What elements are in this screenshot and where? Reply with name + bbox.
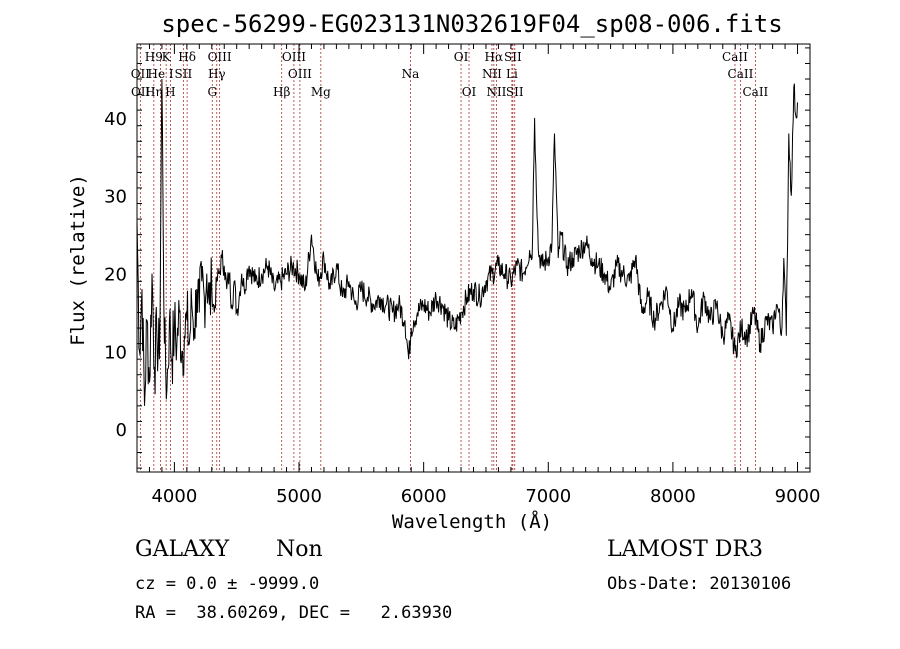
x-axis: 4000 5000 6000 7000 8000 9000 <box>136 44 821 507</box>
line-label: Li <box>506 67 518 81</box>
line-label: OII <box>131 67 151 81</box>
redshift-cz: cz = 0.0 ± -9999.0 <box>135 574 320 594</box>
line-label: NII <box>486 85 506 99</box>
line-label: He I <box>147 67 173 81</box>
y-tick-label: 20 <box>104 265 127 286</box>
line-label: Hδ <box>178 50 196 64</box>
line-label: CaII <box>742 85 768 99</box>
line-label: CaII <box>728 67 754 81</box>
line-label: OI <box>462 85 477 99</box>
line-label: Hα <box>485 50 504 64</box>
coordinates: RA = 38.60269, DEC = 2.63930 <box>135 603 453 623</box>
object-class: GALAXY <box>135 537 230 562</box>
y-axis-label: Flux (relative) <box>67 174 89 346</box>
line-label: Hβ <box>273 85 290 99</box>
y-tick-label: 30 <box>104 187 127 208</box>
line-label: H9 <box>145 50 163 64</box>
y-tick-label: 0 <box>116 420 127 441</box>
x-axis-label: Wavelength (Å) <box>392 510 552 533</box>
line-label: OIII <box>288 67 312 81</box>
line-label: SII <box>506 85 524 99</box>
line-label: CaII <box>722 50 748 64</box>
line-label: OIII <box>282 50 306 64</box>
obs-date: Obs-Date: 20130106 <box>607 574 792 594</box>
y-axis: 0 10 20 30 40 <box>104 47 810 469</box>
y-tick-label: 10 <box>104 342 127 363</box>
x-tick-label: 6000 <box>401 486 447 507</box>
spectrum-line <box>136 78 798 406</box>
line-label: NII <box>482 67 502 81</box>
spectral-line-labels: OII OII H9 He I Hη K H Hδ SII OIII Hγ G OIII OIII Hβ Mg… <box>131 50 769 99</box>
line-label: OI <box>454 50 469 64</box>
line-label: Hγ <box>208 67 226 81</box>
line-label: Hη <box>145 85 163 99</box>
x-tick-label: 5000 <box>276 486 322 507</box>
x-tick-label: 9000 <box>775 486 821 507</box>
line-label: OII <box>131 85 151 99</box>
line-label: K <box>162 50 172 64</box>
x-tick-label: 4000 <box>151 486 197 507</box>
line-label: Na <box>402 67 420 81</box>
x-tick-label: 8000 <box>650 486 696 507</box>
line-label: H <box>165 85 175 99</box>
y-tick-label: 40 <box>104 109 127 130</box>
spectral-line-markers <box>139 44 756 472</box>
chart-title: spec-56299-EG023131N032619F04_sp08-006.f… <box>161 10 782 38</box>
x-tick-label: 7000 <box>525 486 571 507</box>
line-label: G <box>207 85 217 99</box>
plot-frame <box>136 43 811 473</box>
line-label: SII <box>504 50 522 64</box>
object-subclass: Non <box>276 537 323 562</box>
line-label: SII <box>175 67 193 81</box>
survey-name: LAMOST DR3 <box>607 537 763 562</box>
line-label: OIII <box>208 50 232 64</box>
line-label: Mg <box>311 85 331 99</box>
